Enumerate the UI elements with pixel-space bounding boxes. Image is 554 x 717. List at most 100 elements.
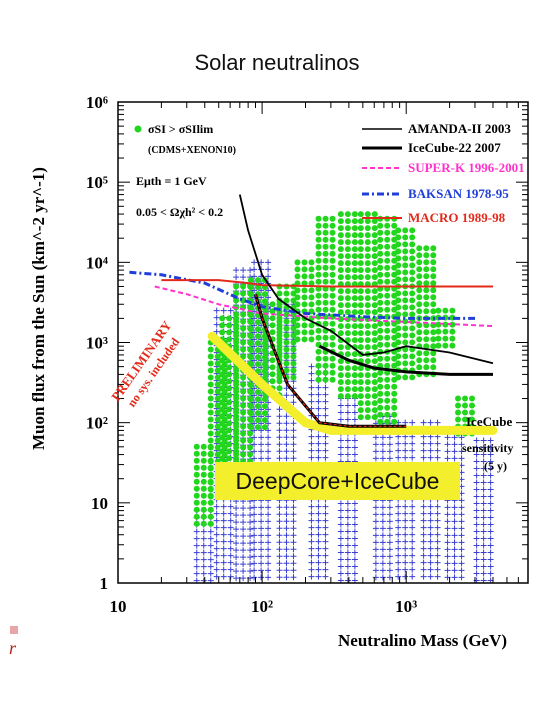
model-point-green [240,409,247,416]
model-point-green [423,364,430,371]
model-point-blue [258,413,265,420]
model-point-blue [458,455,465,462]
model-point-green [416,273,423,280]
model-point-green [416,357,423,364]
model-point-blue [351,444,358,451]
model-point-green [364,260,371,267]
model-point-green [219,420,226,427]
model-point-blue [473,507,480,514]
model-point-green [337,393,344,400]
model-point-green [364,414,371,421]
model-point-green [329,229,336,236]
model-point-green [402,269,409,276]
model-point-blue [283,546,290,553]
model-point-green [402,248,409,255]
model-point-green [377,411,384,418]
model-point-green [315,355,322,362]
series-line-baksan-1978-95 [129,270,475,320]
model-point-green [226,406,233,413]
model-point-green [351,239,358,246]
green-point-legend-marker [134,125,142,133]
model-point-green [423,266,430,273]
model-point-blue [409,531,416,538]
model-point-blue [427,447,434,454]
model-point-blue [251,336,258,343]
model-point-green [402,234,409,241]
model-point-green [377,390,384,397]
model-point-blue [258,504,265,511]
model-point-green [329,257,336,264]
model-point-green [377,264,384,271]
model-point-blue [308,433,315,440]
model-point-blue [395,559,402,566]
model-point-blue [240,519,247,526]
model-point-green [219,315,226,322]
model-point-blue [308,384,315,391]
series-line-icecube-22-2007 [318,344,493,376]
model-point-green [290,346,297,353]
deepcore-label-box: DeepCore+IceCube [215,462,460,500]
model-point-blue [290,399,297,406]
model-point-blue [258,399,265,406]
model-point-blue [290,560,297,567]
model-point-green [219,385,226,392]
model-point-green [462,409,469,416]
model-point-green [294,294,301,301]
model-point-green [261,417,268,424]
model-point-green [233,325,240,332]
model-point-green [301,294,308,301]
model-point-blue [487,528,494,535]
model-point-blue [258,511,265,518]
model-point-blue [251,420,258,427]
model-point-green [219,441,226,448]
model-point-green [337,218,344,225]
model-point-blue [487,458,494,465]
model-point-blue [379,560,386,567]
model-point-green [351,225,358,232]
model-point-green [449,307,456,314]
model-point-blue [315,384,322,391]
model-point-blue [213,524,220,531]
model-point-green [337,274,344,281]
model-point-green [395,325,402,332]
model-point-green [344,330,351,337]
model-point-blue [251,455,258,462]
model-point-green [371,323,378,330]
model-point-blue [227,538,234,545]
model-point-blue [427,524,434,531]
model-point-blue [409,510,416,517]
model-point-green [240,437,247,444]
model-point-blue [251,392,258,399]
model-point-green [247,396,254,403]
model-point-green [233,346,240,353]
model-point-blue [409,538,416,545]
model-point-green [276,374,283,381]
model-point-green [402,346,409,353]
model-point-blue [344,521,351,528]
model-point-blue [251,525,258,532]
model-point-blue [458,546,465,553]
model-point-green [371,358,378,365]
model-point-blue [379,434,386,441]
model-point-green [344,211,351,218]
model-point-green [402,255,409,262]
model-point-green [384,334,391,341]
model-point-blue [451,504,458,511]
model-point-blue [227,503,234,510]
model-point-green [416,280,423,287]
model-point-blue [258,441,265,448]
model-point-green [371,267,378,274]
model-point-green [219,427,226,434]
model-point-blue [258,574,265,581]
model-point-blue [395,573,402,580]
model-point-blue [409,566,416,573]
model-point-green [207,493,214,500]
model-point-green [351,218,358,225]
model-point-green [207,437,214,444]
model-point-blue [480,500,487,507]
model-point-green [416,294,423,301]
model-point-blue [315,510,322,517]
model-point-blue [487,472,494,479]
model-point-green [219,378,226,385]
model-point-blue [344,444,351,451]
